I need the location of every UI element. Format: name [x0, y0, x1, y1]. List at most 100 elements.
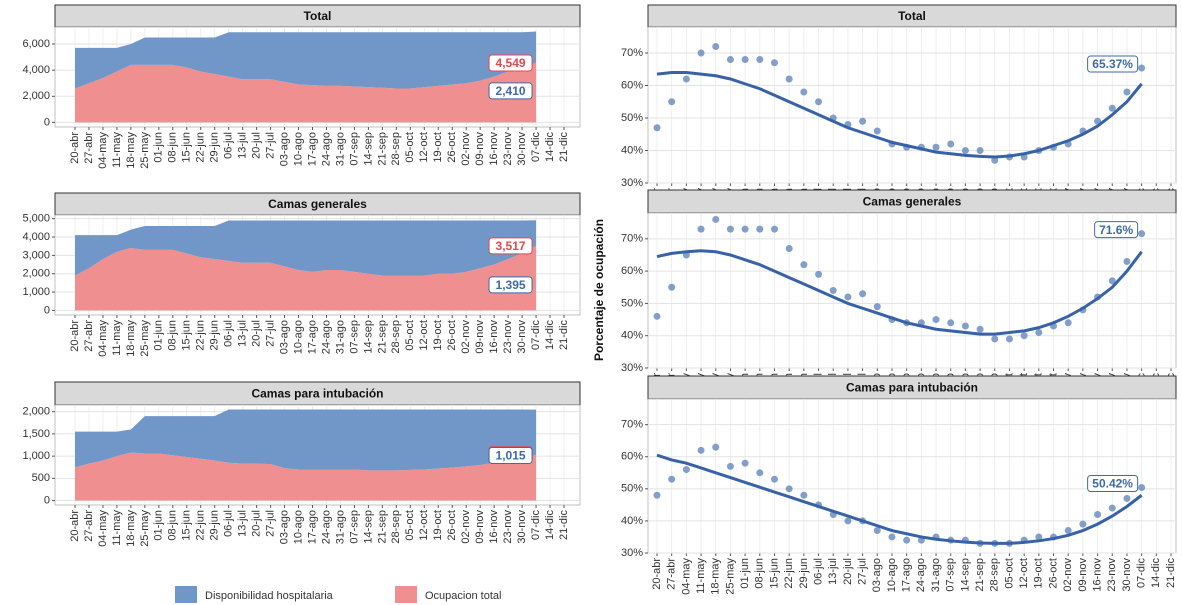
point	[697, 49, 705, 57]
x-tick-label: 23-nov	[502, 132, 514, 166]
point	[903, 536, 911, 544]
x-tick-label: 08-jun	[754, 558, 766, 589]
point	[697, 225, 705, 233]
x-tick-label: 11-may	[111, 132, 123, 168]
point	[682, 466, 690, 474]
x-tick-label: 05-oct	[1003, 558, 1015, 589]
x-tick-label: 13-jul	[827, 558, 839, 585]
x-tick-label: 14-dic	[544, 320, 556, 350]
x-tick-label: 04-may	[97, 320, 109, 357]
x-tick-label: 01-jun	[153, 320, 165, 351]
x-tick-label: 22-jun	[195, 510, 207, 541]
value-label: 71.6%	[1099, 223, 1133, 237]
x-tick-label: 15-jun	[181, 320, 193, 351]
x-tick-label: 10-ago	[886, 558, 898, 592]
x-tick-label: 23-nov	[502, 320, 514, 354]
y-tick-label: 70%	[621, 419, 643, 431]
y-tick-label: 60%	[621, 79, 643, 91]
x-tick-label: 19-oct	[432, 320, 444, 351]
x-tick-label: 29-jun	[798, 558, 810, 589]
point	[873, 527, 881, 535]
x-tick-label: 02-nov	[460, 132, 472, 166]
point	[1138, 64, 1146, 72]
y-tick-label: 60%	[621, 451, 643, 463]
x-tick-label: 13-jul	[237, 320, 249, 347]
x-tick-label: 05-oct	[404, 320, 416, 351]
x-tick-label: 17-ago	[901, 558, 913, 592]
point	[653, 124, 661, 132]
x-tick-label: 14-sep	[362, 132, 374, 166]
x-tick-label: 21-dic	[1165, 558, 1177, 588]
x-tick-label: 03-ago	[278, 510, 290, 544]
x-tick-label: 27-jul	[857, 558, 869, 585]
panel-title: Camas para intubación	[846, 381, 978, 395]
x-tick-label: 23-nov	[1106, 558, 1118, 592]
x-tick-label: 07-sep	[348, 320, 360, 354]
x-tick-label: 08-jun	[167, 510, 179, 541]
point	[1035, 533, 1043, 541]
y-tick-label: 60%	[621, 265, 643, 277]
point	[888, 533, 896, 541]
point	[1123, 88, 1131, 96]
x-tick-label: 27-abr	[83, 132, 95, 164]
x-tick-label: 06-jul	[812, 558, 824, 585]
x-tick-label: 16-nov	[488, 320, 500, 354]
panel-title: Camas generales	[268, 197, 367, 211]
y-tick-label: 50%	[621, 483, 643, 495]
point	[859, 290, 867, 298]
point	[741, 459, 749, 467]
y-tick-label: 30%	[621, 362, 643, 374]
x-tick-label: 14-sep	[362, 320, 374, 354]
value-label-box	[488, 82, 533, 100]
point	[653, 312, 661, 320]
x-tick-label: 18-may	[125, 510, 137, 547]
x-tick-label: 17-ago	[306, 320, 318, 354]
value-label-box	[488, 276, 533, 294]
x-tick-label: 17-ago	[306, 132, 318, 166]
point	[991, 156, 999, 164]
x-tick-label: 20-jul	[251, 320, 263, 347]
x-tick-label: 29-jun	[209, 132, 221, 163]
x-tick-label: 14-dic	[544, 510, 556, 540]
x-tick-label: 06-jul	[223, 132, 235, 159]
y-tick-label: 30%	[621, 547, 643, 559]
x-tick-label: 04-may	[97, 132, 109, 169]
x-tick-label: 14-sep	[362, 510, 374, 544]
value-label: 1,015	[496, 449, 526, 463]
x-tick-label: 13-jul	[237, 510, 249, 537]
x-tick-label: 02-nov	[460, 320, 472, 354]
point	[932, 143, 940, 151]
point	[770, 59, 778, 67]
x-tick-label: 19-oct	[1033, 558, 1045, 589]
y-tick-label: 0	[44, 116, 50, 128]
point	[815, 270, 823, 278]
point	[1138, 483, 1146, 491]
point	[741, 56, 749, 63]
x-tick-label: 19-oct	[432, 132, 444, 163]
point	[1138, 230, 1146, 238]
x-tick-label: 21-sep	[974, 558, 986, 592]
legend-swatch	[175, 586, 197, 603]
x-tick-label: 20-jul	[251, 132, 263, 159]
y-tick-label: 40%	[621, 330, 643, 342]
x-tick-label: 28-sep	[390, 320, 402, 354]
x-tick-label: 12-oct	[418, 132, 430, 163]
point	[668, 475, 676, 483]
x-tick-label: 30-nov	[516, 320, 528, 354]
x-tick-label: 20-jul	[842, 558, 854, 585]
x-tick-label: 25-may	[139, 510, 151, 547]
x-tick-label: 24-ago	[320, 132, 332, 166]
x-tick-label: 22-jun	[195, 320, 207, 351]
x-tick-label: 15-jun	[181, 510, 193, 541]
x-tick-label: 21-dic	[558, 132, 570, 162]
x-tick-label: 17-ago	[306, 510, 318, 544]
x-tick-label: 14-dic	[1150, 558, 1162, 588]
value-label: 1,395	[496, 278, 526, 292]
x-tick-label: 10-ago	[292, 320, 304, 354]
y-tick-label: 2,000	[22, 268, 50, 280]
point	[961, 147, 969, 154]
point	[1123, 257, 1131, 265]
x-tick-label: 31-ago	[930, 558, 942, 592]
point	[1079, 520, 1087, 528]
point	[741, 225, 749, 233]
